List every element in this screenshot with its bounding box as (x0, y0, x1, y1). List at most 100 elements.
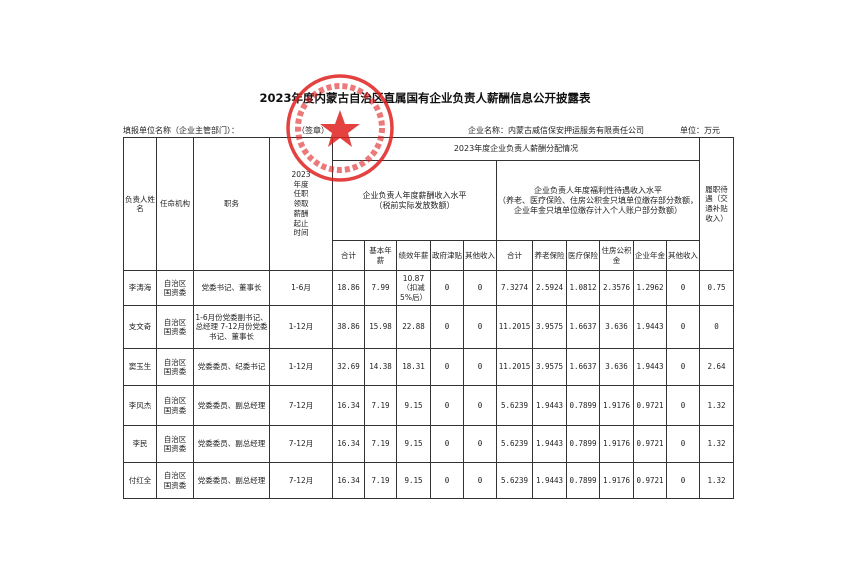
cell-duty: 党委委员、副总经理 (193, 425, 270, 463)
cell-s-perf: 9.15 (396, 425, 431, 463)
header-salary-col: 合计 (332, 240, 365, 271)
header-period-text: 2023年度任职领取薪酬起止时间 (291, 169, 311, 238)
cell-w-annuity: 1.2962 (633, 270, 667, 306)
cell-duty: 1-6月份党委副书记、总经理 7-12月份党委书记、董事长 (193, 305, 270, 349)
unit-label: 单位：万元 (680, 126, 720, 135)
cell-s-gov: 0 (430, 462, 464, 499)
cell-s-gov: 0 (430, 425, 464, 463)
header-duty-benefit-text: 履职待遇（交通补贴收入） (705, 184, 728, 223)
cell-w-other: 0 (666, 385, 700, 426)
cell-s-gov: 0 (430, 305, 464, 349)
cell-w-total: 5.6239 (496, 462, 533, 499)
cell-s-base: 7.19 (364, 425, 397, 463)
cell-w-annuity: 0.9721 (633, 425, 667, 463)
header-salary-col: 基本年薪 (364, 240, 397, 271)
cell-s-base: 7.19 (364, 462, 397, 499)
cell-w-medical: 1.6637 (566, 348, 600, 386)
cell-w-annuity: 1.9443 (633, 348, 667, 386)
cell-w-total: 5.6239 (496, 385, 533, 426)
cell-duty: 党委委员、副总经理 (193, 462, 270, 499)
cell-s-total: 16.34 (332, 462, 365, 499)
header-welfare-col: 养老保险 (532, 240, 567, 271)
cell-s-total: 32.69 (332, 348, 365, 386)
cell-w-annuity: 1.9443 (633, 305, 667, 349)
cell-s-other: 0 (463, 270, 497, 306)
header-salary-group: 企业负责人年度薪酬收入水平 （税前实际发放数额） (332, 160, 497, 241)
cell-w-other: 0 (666, 305, 700, 349)
cell-w-housing: 3.636 (599, 305, 634, 349)
cell-s-other: 0 (463, 462, 497, 499)
cell-s-perf: 18.31 (396, 348, 431, 386)
cell-s-total: 16.34 (332, 425, 365, 463)
cell-period: 7-12月 (269, 462, 333, 499)
cell-w-total: 5.6239 (496, 425, 533, 463)
cell-s-base: 14.38 (364, 348, 397, 386)
salary-disclosure-table: 负责人姓 名 任命机构 职务 2023年度任职领取薪酬起止时间 2023年度企业… (123, 137, 734, 499)
cell-s-gov: 0 (430, 348, 464, 386)
cell-w-medical: 0.7899 (566, 385, 600, 426)
header-period: 2023年度任职领取薪酬起止时间 (269, 137, 333, 271)
cell-s-other: 0 (463, 425, 497, 463)
header-salary-col: 其他收入 (463, 240, 497, 271)
cell-name: 窦玉生 (123, 348, 157, 386)
cell-w-pension: 2.5924 (532, 270, 567, 306)
header-duty-benefit: 履职待遇（交通补贴收入） (699, 137, 734, 271)
cell-org: 自治区国资委 (156, 348, 194, 386)
cell-benefit: 0 (699, 305, 734, 349)
document-title: 2023年度内蒙古自治区直属国有企业负责人薪酬信息公开披露表 (259, 91, 591, 105)
cell-org: 自治区国资委 (156, 425, 194, 463)
cell-period: 1-6月 (269, 270, 333, 306)
salary-group-note: （税前实际发放数额） (374, 200, 455, 210)
cell-org: 自治区国资委 (156, 385, 194, 426)
cell-w-housing: 1.9176 (599, 385, 634, 426)
cell-w-housing: 2.3576 (599, 270, 634, 306)
cell-name: 付红全 (123, 462, 157, 499)
cell-s-base: 15.98 (364, 305, 397, 349)
cell-name: 李风杰 (123, 385, 157, 426)
cell-s-perf: 22.88 (396, 305, 431, 349)
cell-name: 李涛海 (123, 270, 157, 306)
table-row: 窦玉生 自治区国资委 党委委员、纪委书记 1-12月 32.69 14.38 18.31 0 0… (123, 348, 734, 386)
table-row: 付红全 自治区国资委 党委委员、副总经理 7-12月 16.34 7.19 9.15 0 0 5.… (123, 462, 734, 499)
cell-s-total: 38.86 (332, 305, 365, 349)
cell-name: 支文奇 (123, 305, 157, 349)
cell-period: 1-12月 (269, 305, 333, 349)
header-org: 任命机构 (156, 137, 194, 271)
cell-w-medical: 0.7899 (566, 425, 600, 463)
cell-w-total: 11.2015 (496, 348, 533, 386)
cell-s-other: 0 (463, 305, 497, 349)
cell-name: 李民 (123, 425, 157, 463)
cell-w-housing: 3.636 (599, 348, 634, 386)
cell-benefit: 1.32 (699, 385, 734, 426)
cell-s-perf: 9.15 (396, 385, 431, 426)
cell-s-total: 18.86 (332, 270, 365, 306)
table-row: 李风杰 自治区国资委 党委委员、副总经理 7-12月 16.34 7.19 9.15 0 0 5.… (123, 385, 734, 426)
header-welfare-col: 合计 (496, 240, 533, 271)
cell-benefit: 1.32 (699, 425, 734, 463)
cell-s-total: 16.34 (332, 385, 365, 426)
filler-label: 填报单位名称（企业主管部门）： (123, 126, 239, 135)
cell-w-pension: 1.9443 (532, 462, 567, 499)
cell-org: 自治区国资委 (156, 305, 194, 349)
header-salary-col: 绩效年薪 (396, 240, 431, 271)
header-name: 负责人姓 名 (123, 137, 157, 271)
cell-benefit: 1.32 (699, 462, 734, 499)
cell-s-perf: 9.15 (396, 462, 431, 499)
cell-w-housing: 1.9176 (599, 462, 634, 499)
cell-w-other: 0 (666, 270, 700, 306)
header-welfare-group: 企业负责人年度福利性待遇收入水平 （养老、医疗保险、住房公积金只填单位缴存部分数额… (496, 160, 700, 241)
header-welfare-col: 医疗保险 (566, 240, 600, 271)
header-welfare-col: 住房公积金 (599, 240, 634, 271)
cell-w-total: 11.2015 (496, 305, 533, 349)
signature-label: （签章） (301, 126, 329, 135)
cell-org: 自治区国资委 (156, 270, 194, 306)
table-row: 李民 自治区国资委 党委委员、副总经理 7-12月 16.34 7.19 9.15 0 0 5.6… (123, 425, 734, 463)
header-salary-col: 政府津贴 (430, 240, 464, 271)
cell-benefit: 2.64 (699, 348, 734, 386)
cell-w-pension: 1.9443 (532, 385, 567, 426)
cell-w-housing: 1.9176 (599, 425, 634, 463)
cell-s-other: 0 (463, 385, 497, 426)
cell-s-gov: 0 (430, 385, 464, 426)
filler-unit-label: 填报单位名称（企业主管部门）： （签章） (123, 125, 329, 136)
cell-duty: 党委书记、董事长 (193, 270, 270, 306)
